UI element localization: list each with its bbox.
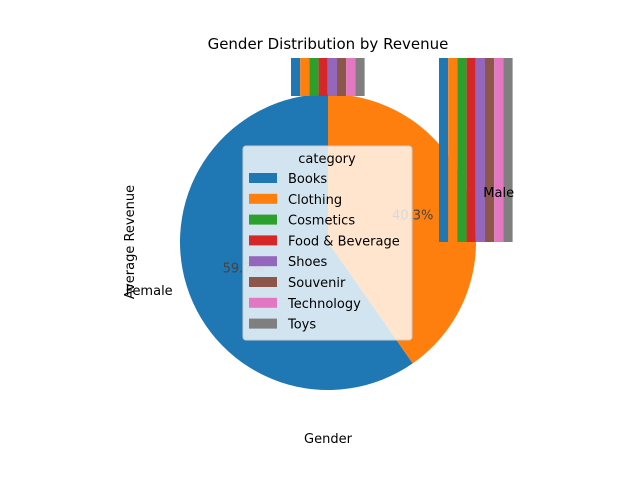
legend-label: Food & Beverage — [288, 234, 400, 249]
bar-female-food-beverage — [318, 58, 328, 96]
x-axis-label: Gender — [304, 432, 353, 447]
bar-male-food-beverage — [466, 58, 476, 242]
bar-female-clothing — [300, 58, 310, 96]
legend-label: Toys — [287, 318, 316, 333]
legend-swatch — [249, 214, 277, 225]
legend-label: Shoes — [288, 255, 327, 270]
y-axis-label: Average Revenue — [123, 185, 138, 299]
legend-title: category — [298, 152, 356, 167]
bar-male-books — [439, 58, 449, 242]
bar-female-toys — [355, 58, 365, 96]
legend-swatch — [249, 193, 277, 204]
legend-swatch — [249, 256, 277, 267]
bar-female-books — [291, 58, 301, 96]
legend-label: Books — [288, 172, 327, 187]
bar-female-technology — [346, 58, 356, 96]
legend-swatch — [249, 173, 277, 183]
bar-female-shoes — [327, 58, 337, 96]
legend-label: Souvenir — [288, 276, 346, 291]
bar-male-toys — [503, 58, 513, 242]
legend: category Books Clothing Cosmetics Food & Be… — [242, 145, 413, 341]
slice-label-female: Female — [126, 284, 173, 299]
bar-male-cosmetics — [457, 58, 467, 242]
legend-swatch — [249, 318, 277, 329]
bar-male-clothing — [448, 58, 458, 242]
bar-male-souvenir — [485, 58, 495, 242]
bar-female-cosmetics — [309, 58, 319, 96]
legend-items: Books Clothing Cosmetics Food & Beverage Sho… — [249, 172, 400, 333]
legend-swatch — [249, 235, 277, 246]
bar-female-souvenir — [337, 58, 347, 96]
legend-swatch — [249, 277, 277, 287]
legend-label: Cosmetics — [288, 214, 355, 229]
bar-male-shoes — [475, 58, 485, 242]
category-bars — [291, 58, 513, 242]
bar-male-technology — [494, 58, 504, 242]
slice-label-male: Male — [483, 186, 514, 201]
chart-title: Gender Distribution by Revenue — [208, 35, 449, 53]
legend-frame — [242, 145, 413, 341]
legend-swatch — [249, 297, 277, 308]
legend-label: Technology — [287, 297, 361, 312]
legend-label: Clothing — [288, 193, 342, 208]
